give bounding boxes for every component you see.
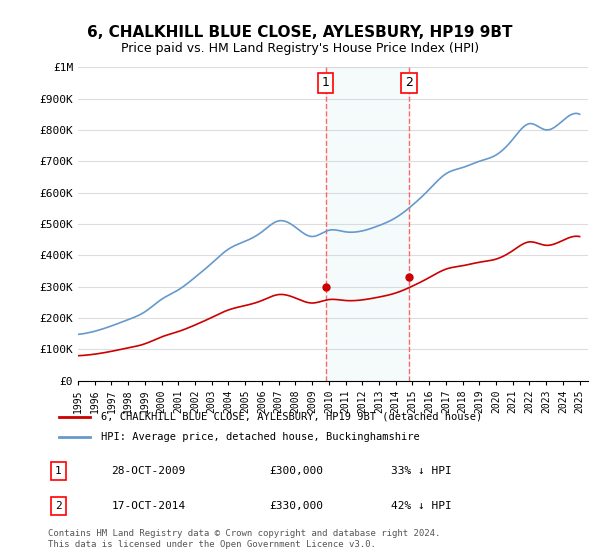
Text: Price paid vs. HM Land Registry's House Price Index (HPI): Price paid vs. HM Land Registry's House … <box>121 42 479 55</box>
Text: 28-OCT-2009: 28-OCT-2009 <box>112 466 185 476</box>
Text: 17-OCT-2014: 17-OCT-2014 <box>112 501 185 511</box>
Text: 2: 2 <box>405 76 413 90</box>
Text: This data is licensed under the Open Government Licence v3.0.: This data is licensed under the Open Gov… <box>48 540 376 549</box>
Bar <box>326 67 409 381</box>
Text: £330,000: £330,000 <box>270 501 324 511</box>
Text: £300,000: £300,000 <box>270 466 324 476</box>
Text: 42% ↓ HPI: 42% ↓ HPI <box>391 501 452 511</box>
Text: 6, CHALKHILL BLUE CLOSE, AYLESBURY, HP19 9BT (detached house): 6, CHALKHILL BLUE CLOSE, AYLESBURY, HP19… <box>101 412 482 422</box>
Text: 33% ↓ HPI: 33% ↓ HPI <box>391 466 452 476</box>
Text: Contains HM Land Registry data © Crown copyright and database right 2024.: Contains HM Land Registry data © Crown c… <box>48 529 440 538</box>
Text: 1: 1 <box>55 466 62 476</box>
Text: HPI: Average price, detached house, Buckinghamshire: HPI: Average price, detached house, Buck… <box>101 432 419 442</box>
Text: 2: 2 <box>55 501 62 511</box>
Text: 6, CHALKHILL BLUE CLOSE, AYLESBURY, HP19 9BT: 6, CHALKHILL BLUE CLOSE, AYLESBURY, HP19… <box>87 25 513 40</box>
Text: 1: 1 <box>322 76 330 90</box>
